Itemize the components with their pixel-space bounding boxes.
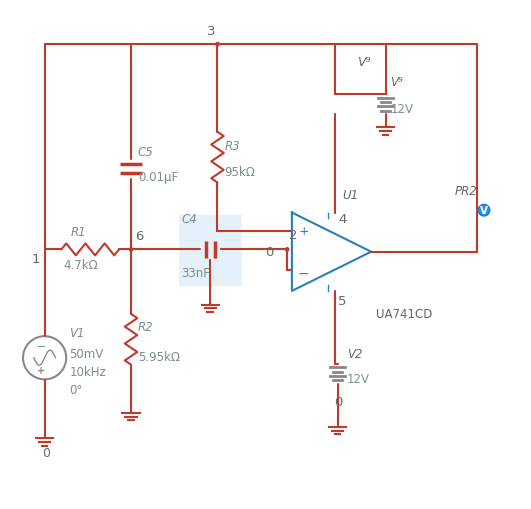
Circle shape [130,248,133,251]
Text: 1: 1 [31,252,40,266]
Text: 0°: 0° [70,383,83,396]
Text: V1: V1 [70,326,85,339]
Text: 12V: 12V [390,103,413,116]
Text: 3: 3 [208,25,216,38]
Text: 4.7kΩ: 4.7kΩ [64,258,99,271]
Text: 33nF: 33nF [182,266,210,279]
Text: C4: C4 [182,212,197,225]
Text: 10kHz: 10kHz [70,365,106,378]
Text: 0: 0 [266,246,273,259]
Text: 0.01μF: 0.01μF [138,171,178,184]
Text: 50mV: 50mV [70,347,104,360]
Text: U1: U1 [342,189,358,202]
Text: C5: C5 [138,146,153,158]
Text: R2: R2 [138,320,153,333]
Text: V⁹: V⁹ [357,56,370,69]
Text: R3: R3 [224,140,240,153]
Text: −: − [298,266,310,280]
Text: V⁹: V⁹ [390,75,403,89]
Text: 95kΩ: 95kΩ [224,166,255,179]
Text: 4: 4 [338,212,346,225]
Text: 5.95kΩ: 5.95kΩ [138,351,180,363]
Text: 6: 6 [135,230,143,243]
Text: V2: V2 [347,347,363,360]
Circle shape [216,43,219,47]
Text: 0: 0 [335,395,342,408]
Text: R1: R1 [71,226,87,239]
Text: +: + [298,224,309,238]
Text: 5: 5 [338,294,347,307]
Text: V: V [480,206,488,216]
Text: 2: 2 [289,229,297,242]
Text: UA741CD: UA741CD [376,308,432,321]
Text: −: − [37,341,46,351]
Circle shape [286,248,289,251]
Text: PR2: PR2 [455,185,478,198]
Text: +: + [37,365,46,375]
Text: 0: 0 [42,446,50,459]
Circle shape [478,205,490,216]
FancyBboxPatch shape [179,215,242,287]
Text: 12V: 12V [347,372,370,385]
